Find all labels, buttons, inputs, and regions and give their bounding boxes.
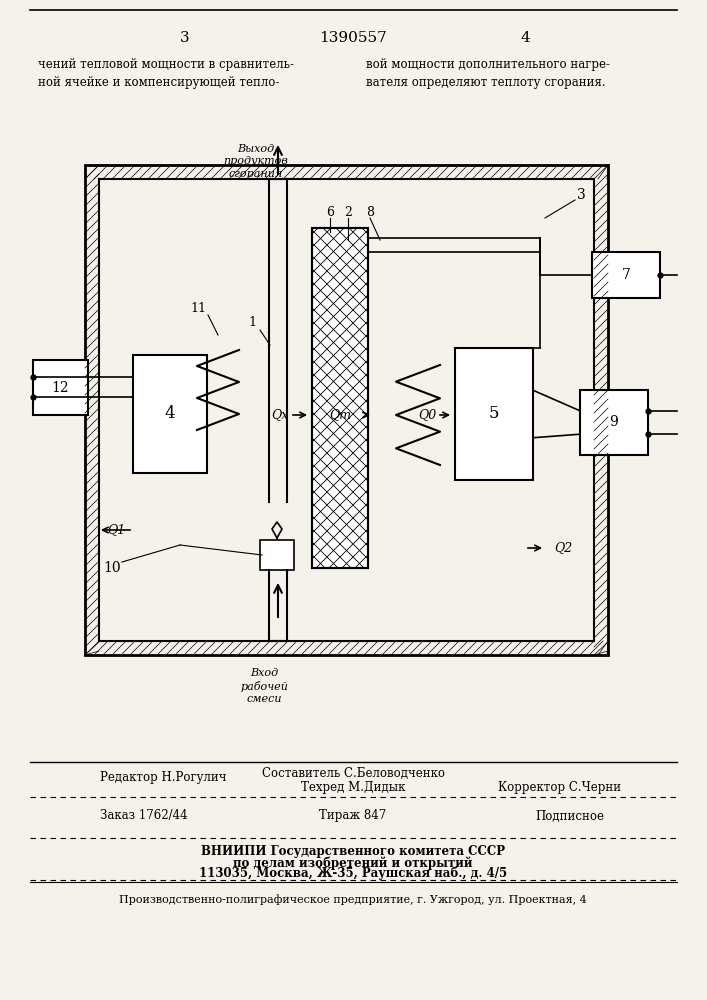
Text: 10: 10: [103, 561, 121, 575]
Text: ВНИИПИ Государственного комитета СССР: ВНИИПИ Государственного комитета СССР: [201, 846, 505, 858]
Bar: [99, 179, 594, 641]
Text: Q0: Q0: [418, 408, 436, 422]
Text: Редактор Н.Рогулич: Редактор Н.Рогулич: [100, 772, 226, 784]
Text: Корректор С.Черни: Корректор С.Черни: [498, 780, 621, 794]
Text: 1: 1: [248, 316, 256, 330]
Text: Q1: Q1: [107, 524, 125, 536]
Text: Qт: Qт: [329, 408, 351, 422]
Bar: [592, 252, 660, 298]
Text: Выход
продуктов
сгорания: Выход продуктов сгорания: [223, 144, 288, 179]
Text: Составитель С.Беловодченко: Составитель С.Беловодченко: [262, 766, 445, 780]
Text: 12: 12: [52, 380, 69, 394]
Text: 2: 2: [344, 206, 352, 219]
Text: Производственно-полиграфическое предприятие, г. Ужгород, ул. Проектная, 4: Производственно-полиграфическое предприя…: [119, 895, 587, 905]
Bar: [85, 165, 608, 655]
Bar: [455, 348, 533, 480]
Bar: [33, 360, 88, 415]
Bar: [133, 355, 207, 473]
Text: Техред М.Дидык: Техред М.Дидык: [300, 780, 405, 794]
Bar: [312, 228, 368, 568]
Text: 3: 3: [180, 31, 189, 45]
Text: 4: 4: [520, 31, 530, 45]
Text: вой мощности дополнительного нагре-
вателя определяют теплоту сгорания.: вой мощности дополнительного нагре- вате…: [366, 58, 610, 89]
Text: Qх: Qх: [271, 408, 288, 422]
Text: чений тепловой мощности в сравнитель-
ной ячейке и компенсирующей тепло-: чений тепловой мощности в сравнитель- но…: [38, 58, 294, 89]
Text: 9: 9: [609, 416, 619, 430]
Text: Заказ 1762/44: Заказ 1762/44: [100, 810, 187, 822]
Text: 4: 4: [165, 406, 175, 422]
Text: 8: 8: [366, 206, 374, 219]
Text: 3: 3: [577, 188, 586, 202]
Text: 11: 11: [190, 302, 206, 314]
Text: 1390557: 1390557: [319, 31, 387, 45]
Bar: [260, 540, 294, 570]
Text: Q2: Q2: [554, 542, 572, 554]
Text: 113035, Москва, Ж-35, Раушская наб., д. 4/5: 113035, Москва, Ж-35, Раушская наб., д. …: [199, 866, 507, 880]
Bar: [580, 390, 648, 455]
Text: 7: 7: [621, 268, 631, 282]
Bar: [312, 228, 368, 568]
Text: по делам изобретений и открытий: по делам изобретений и открытий: [233, 856, 473, 870]
Text: Подписное: Подписное: [535, 810, 604, 822]
Text: Тираж 847: Тираж 847: [320, 810, 387, 822]
Text: 5: 5: [489, 406, 499, 422]
Text: Вход
рабочей
смеси: Вход рабочей смеси: [240, 668, 288, 704]
Text: 6: 6: [326, 206, 334, 219]
